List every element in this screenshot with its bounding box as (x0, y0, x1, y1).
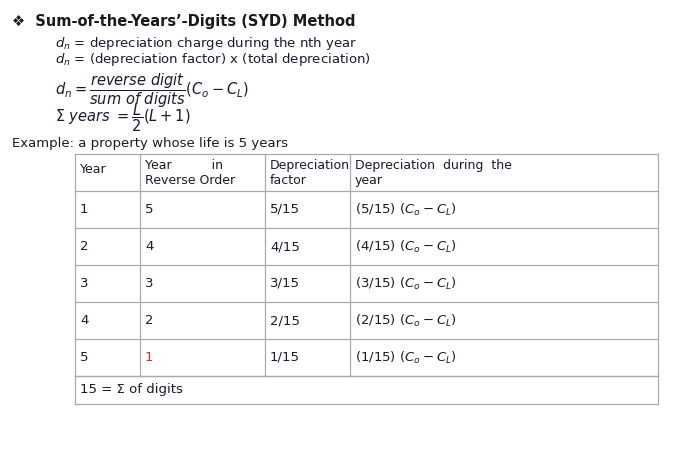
Text: 4/15: 4/15 (270, 240, 300, 253)
Text: $d_n = \dfrac{\mathit{reverse\ digit}}{\mathit{sum\ of\ digits}}(C_o - C_L)$: $d_n = \dfrac{\mathit{reverse\ digit}}{\… (55, 71, 249, 110)
Text: $d_n$ = depreciation charge during the nth year: $d_n$ = depreciation charge during the n… (55, 35, 357, 52)
Text: 5: 5 (145, 203, 153, 216)
Text: 2: 2 (80, 240, 89, 253)
Text: 5: 5 (80, 351, 89, 364)
Text: (5/15) ($C_o - C_L$): (5/15) ($C_o - C_L$) (355, 202, 457, 218)
Text: ❖  Sum-of-the-Years’-Digits (SYD) Method: ❖ Sum-of-the-Years’-Digits (SYD) Method (12, 14, 355, 29)
Text: $d_n$ = (depreciation factor) x (total depreciation): $d_n$ = (depreciation factor) x (total d… (55, 51, 371, 68)
Text: 2: 2 (145, 314, 153, 327)
Text: 4: 4 (145, 240, 153, 253)
Text: $\Sigma\ years\ =\dfrac{L}{2}(L+1)$: $\Sigma\ years\ =\dfrac{L}{2}(L+1)$ (55, 101, 191, 134)
Text: 3/15: 3/15 (270, 277, 300, 290)
Text: Reverse Order: Reverse Order (145, 174, 235, 187)
Text: 1: 1 (80, 203, 89, 216)
Text: (2/15) ($C_o - C_L$): (2/15) ($C_o - C_L$) (355, 313, 457, 329)
Text: (1/15) ($C_o - C_L$): (1/15) ($C_o - C_L$) (355, 349, 457, 365)
Text: 1: 1 (145, 351, 153, 364)
Text: Depreciation: Depreciation (270, 159, 350, 172)
Text: 3: 3 (145, 277, 153, 290)
Text: 3: 3 (80, 277, 89, 290)
Text: 4: 4 (80, 314, 88, 327)
Text: Year: Year (80, 163, 106, 176)
Text: 15 = Σ of digits: 15 = Σ of digits (80, 384, 183, 397)
Text: factor: factor (270, 174, 307, 187)
Text: 5/15: 5/15 (270, 203, 300, 216)
Text: 2/15: 2/15 (270, 314, 300, 327)
Text: Depreciation  during  the: Depreciation during the (355, 159, 512, 172)
Text: year: year (355, 174, 383, 187)
Text: (3/15) ($C_o - C_L$): (3/15) ($C_o - C_L$) (355, 275, 457, 291)
Text: Year          in: Year in (145, 159, 223, 172)
Text: Example: a property whose life is 5 years: Example: a property whose life is 5 year… (12, 137, 288, 150)
Text: (4/15) ($C_o - C_L$): (4/15) ($C_o - C_L$) (355, 238, 457, 255)
Text: 1/15: 1/15 (270, 351, 300, 364)
